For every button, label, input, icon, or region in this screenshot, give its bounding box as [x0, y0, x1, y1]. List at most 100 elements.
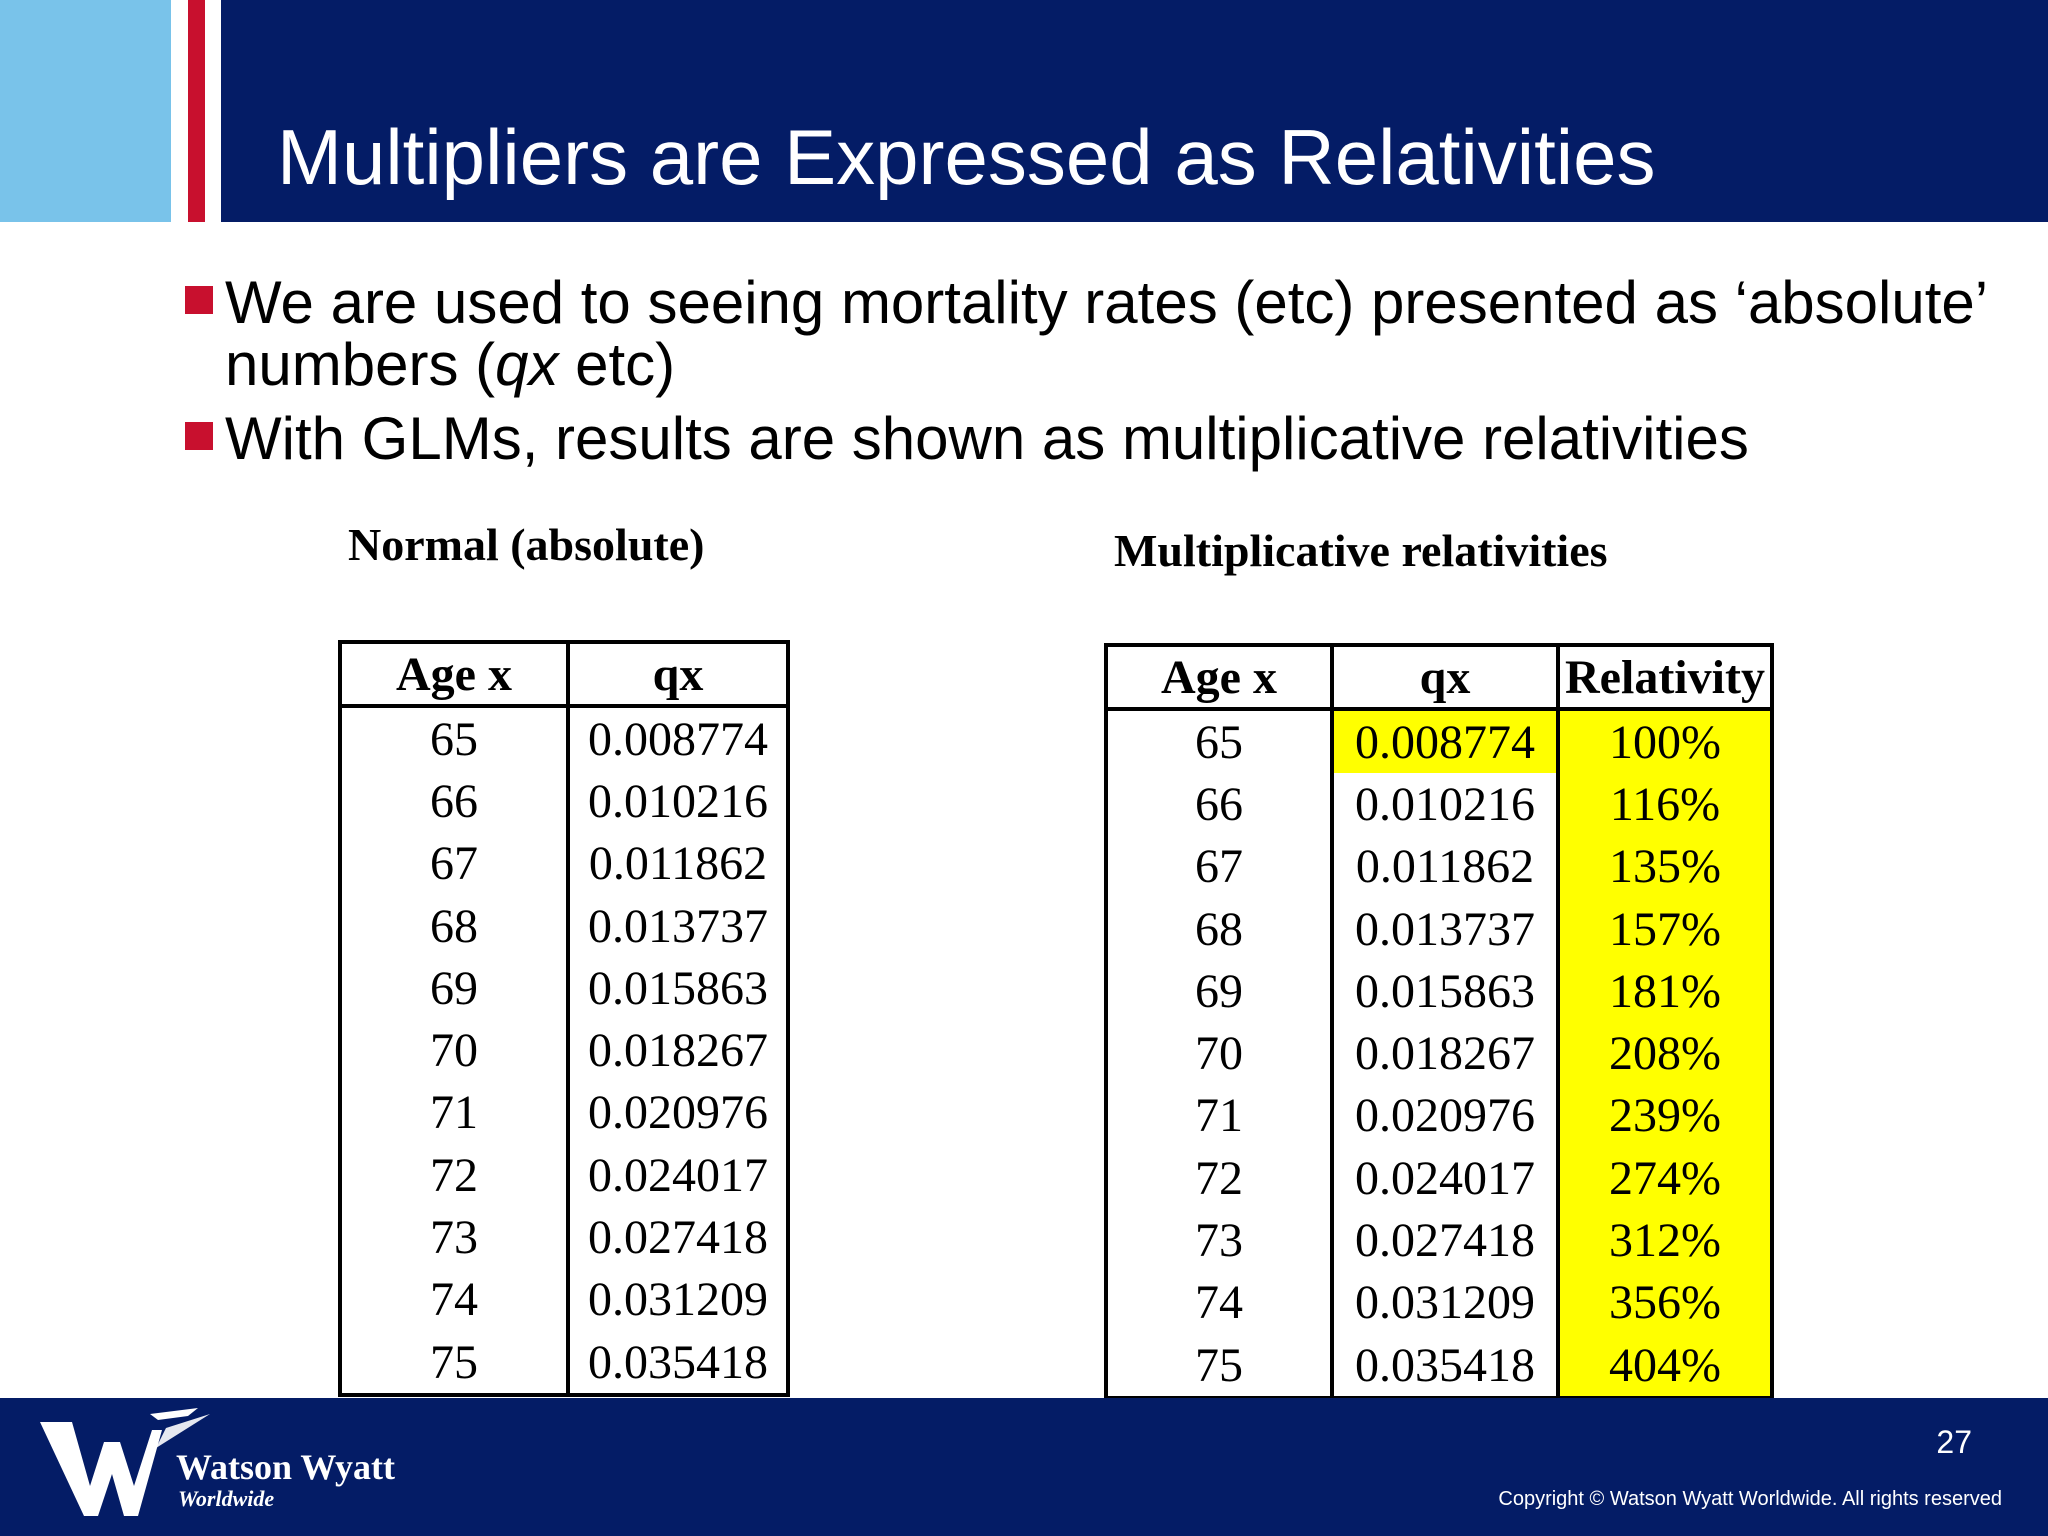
table-cell: 65 — [1104, 709, 1334, 774]
table-cell: 74 — [338, 1268, 570, 1331]
table-row: 67 0.011862 135% — [1104, 835, 1774, 898]
table-cell: 0.024017 — [1330, 1147, 1560, 1210]
table-cell: 0.027418 — [566, 1206, 790, 1269]
table-cell: 0.010216 — [1330, 773, 1560, 836]
table-row: 72 0.024017 — [338, 1144, 790, 1207]
table-row: 69 0.015863 181% — [1104, 960, 1774, 1023]
bullet-list: We are used to seeing mortality rates (e… — [183, 272, 2023, 482]
footer-bar — [0, 1398, 2048, 1536]
table-cell: 70 — [338, 1019, 570, 1082]
bullet-text: We are used to seeing mortality rates (e… — [225, 269, 1986, 398]
column-header-age: Age x — [1104, 643, 1334, 711]
header-accent-light-blue — [0, 0, 171, 222]
copyright-notice: Copyright © Watson Wyatt Worldwide. All … — [1498, 1488, 2002, 1510]
table-cell: 0.013737 — [1330, 897, 1560, 961]
header-accent-red — [188, 0, 205, 222]
bullet-item: We are used to seeing mortality rates (e… — [183, 272, 2023, 396]
table-cell: 239% — [1556, 1084, 1774, 1148]
table-cell: 0.035418 — [1330, 1333, 1560, 1401]
table-cell: 73 — [338, 1206, 570, 1269]
table-row: 66 0.010216 116% — [1104, 773, 1774, 836]
table-cell: 74 — [1104, 1271, 1334, 1334]
table-row: 72 0.024017 274% — [1104, 1147, 1774, 1210]
table-cell: 71 — [1104, 1084, 1334, 1148]
table-cell: 100% — [1556, 709, 1774, 774]
table-row: 73 0.027418 — [338, 1206, 790, 1269]
watson-wyatt-logo-icon — [40, 1408, 210, 1516]
table-cell: 68 — [1104, 897, 1334, 961]
table-cell: 312% — [1556, 1209, 1774, 1272]
column-header-qx: qx — [1330, 643, 1560, 711]
table-cell: 274% — [1556, 1147, 1774, 1210]
table-row: 71 0.020976 239% — [1104, 1084, 1774, 1148]
table-row: 74 0.031209 — [338, 1268, 790, 1331]
table-cell: 66 — [1104, 773, 1334, 836]
table-header-row: Age x qx Relativity — [1104, 643, 1774, 711]
table-header-row: Age x qx — [338, 640, 790, 708]
table-cell: 157% — [1556, 897, 1774, 961]
table-cell: 0.008774 — [1330, 709, 1560, 774]
table-cell: 0.031209 — [1330, 1271, 1560, 1334]
header-accent-white-2 — [205, 0, 221, 222]
table-row: 68 0.013737 157% — [1104, 897, 1774, 961]
table-cell: 0.018267 — [1330, 1022, 1560, 1085]
header-accent-white — [171, 0, 188, 222]
table-cell: 67 — [1104, 835, 1334, 898]
left-table-caption: Normal (absolute) — [348, 519, 705, 570]
table-cell: 0.013737 — [566, 894, 790, 958]
table-cell: 0.027418 — [1330, 1209, 1560, 1272]
right-table-caption: Multiplicative relativities — [1114, 525, 1608, 576]
table-cell: 0.018267 — [566, 1019, 790, 1082]
table-row: 65 0.008774 — [338, 706, 790, 771]
logo-subtitle: Worldwide — [178, 1486, 275, 1511]
relativities-table: Age x qx Relativity 65 0.008774 100% 66 0.01… — [1104, 643, 1774, 1401]
table-row: 66 0.010216 — [338, 770, 790, 833]
table-cell: 0.015863 — [566, 957, 790, 1020]
table-cell: 404% — [1556, 1333, 1774, 1401]
bullet-text-end: etc) — [558, 331, 676, 398]
table-cell: 0.024017 — [566, 1144, 790, 1207]
table-cell: 72 — [1104, 1147, 1334, 1210]
table-cell: 0.020976 — [566, 1081, 790, 1145]
table-cell: 69 — [338, 957, 570, 1020]
table-cell: 0.020976 — [1330, 1084, 1560, 1148]
absolute-qx-table: Age x qx 65 0.008774 66 0.010216 67 0.011862 6… — [338, 640, 790, 1398]
table-cell: 0.031209 — [566, 1268, 790, 1331]
bullet-item: With GLMs, results are shown as multipli… — [183, 408, 2023, 470]
table-cell: 71 — [338, 1081, 570, 1145]
table-cell: 0.010216 — [566, 770, 790, 833]
page-number: 27 — [1936, 1424, 1972, 1460]
table-cell: 72 — [338, 1144, 570, 1207]
bullet-square-icon — [185, 286, 213, 314]
table-row: 67 0.011862 — [338, 832, 790, 895]
table-cell: 0.011862 — [566, 832, 790, 895]
bullet-text-italic: qx — [495, 331, 559, 398]
bullet-text: With GLMs, results are shown as multipli… — [225, 405, 1749, 472]
table-row: 75 0.035418 404% — [1104, 1333, 1774, 1401]
column-header-qx: qx — [566, 640, 790, 708]
table-cell: 116% — [1556, 773, 1774, 836]
table-row: 70 0.018267 — [338, 1019, 790, 1082]
table-cell: 208% — [1556, 1022, 1774, 1085]
table-cell: 135% — [1556, 835, 1774, 898]
table-row: 71 0.020976 — [338, 1081, 790, 1145]
table-row: 69 0.015863 — [338, 957, 790, 1020]
table-row: 68 0.013737 — [338, 894, 790, 958]
table-row: 65 0.008774 100% — [1104, 709, 1774, 774]
table-row: 75 0.035418 — [338, 1330, 790, 1398]
table-cell: 356% — [1556, 1271, 1774, 1334]
table-cell: 181% — [1556, 960, 1774, 1023]
table-cell: 68 — [338, 894, 570, 958]
table-cell: 69 — [1104, 960, 1334, 1023]
table-row: 74 0.031209 356% — [1104, 1271, 1774, 1334]
table-cell: 0.008774 — [566, 706, 790, 771]
header-bar — [0, 0, 2048, 222]
table-cell: 0.011862 — [1330, 835, 1560, 898]
bullet-square-icon — [185, 422, 213, 450]
table-cell: 75 — [338, 1330, 570, 1398]
table-cell: 73 — [1104, 1209, 1334, 1272]
column-header-age: Age x — [338, 640, 570, 708]
table-cell: 75 — [1104, 1333, 1334, 1401]
table-cell: 0.015863 — [1330, 960, 1560, 1023]
table-row: 73 0.027418 312% — [1104, 1209, 1774, 1272]
